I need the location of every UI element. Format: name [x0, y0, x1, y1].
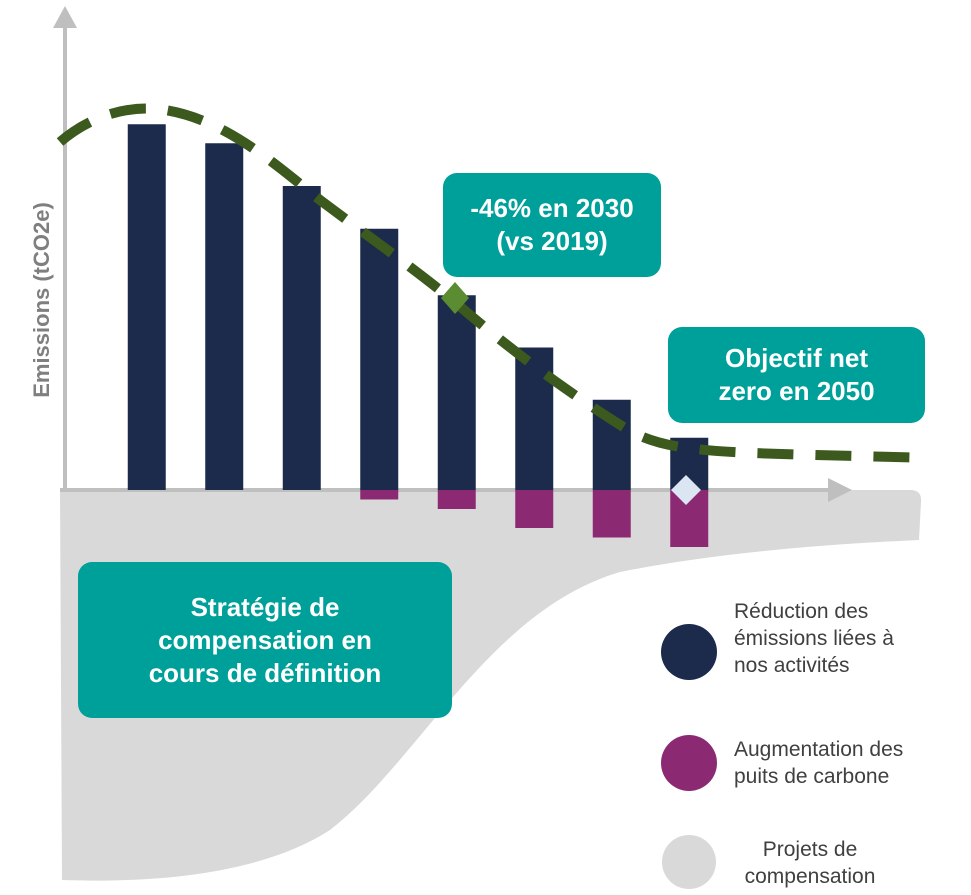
legend-swatch [661, 624, 717, 680]
bar [282, 186, 321, 490]
y-axis-arrow [53, 6, 77, 28]
bar [437, 295, 476, 490]
milestone-marker [441, 282, 469, 314]
x-axis-arrow [828, 478, 852, 502]
legend-label: Augmentation des puits de carbone [734, 738, 904, 788]
legend-label: Réduction des émissions liées à nos acti… [734, 600, 894, 677]
net-zero-marker [671, 475, 701, 505]
callout: Objectif net zero en 2050 [668, 327, 925, 423]
legend-swatch [662, 835, 716, 889]
bar [515, 490, 554, 528]
bar [592, 490, 631, 538]
legend-label: Projets de compensation [744, 838, 876, 888]
y-axis-label: Emissions (tCO2e) [29, 202, 54, 398]
bar [437, 490, 476, 509]
callout: Stratégie de compensation en cours de dé… [78, 562, 452, 718]
bar [127, 124, 166, 490]
bar [205, 143, 244, 490]
trajectory [56, 103, 931, 463]
callout: -46% en 2030 (vs 2019) [443, 173, 661, 277]
bar [515, 347, 554, 490]
bar [360, 228, 399, 490]
bar [360, 490, 399, 500]
legend-swatch [661, 735, 717, 791]
